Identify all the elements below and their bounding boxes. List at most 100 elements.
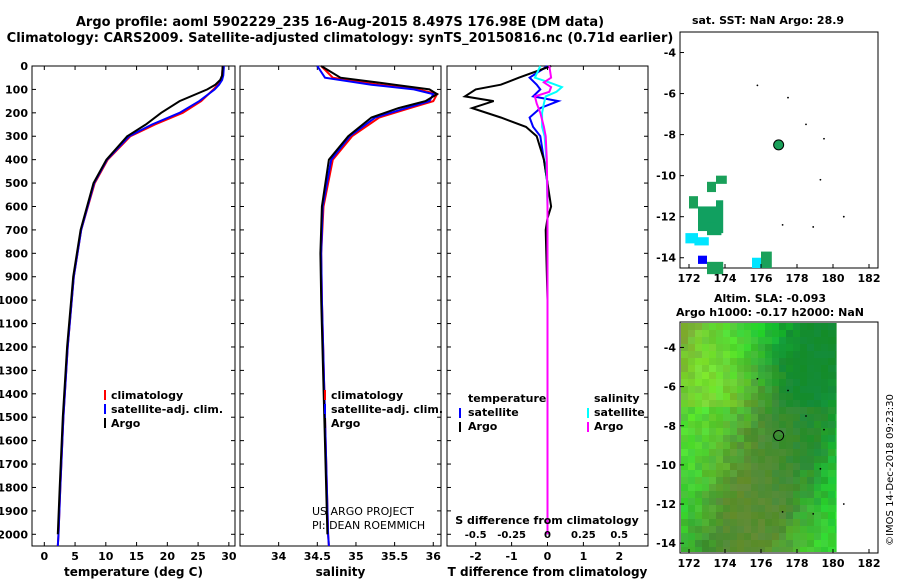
sla-cell bbox=[779, 470, 786, 477]
sla-cell bbox=[737, 414, 744, 421]
depth-tick-label: 400 bbox=[5, 154, 28, 167]
sla-cell bbox=[681, 456, 688, 463]
sla-cell bbox=[681, 365, 688, 372]
sla-cell bbox=[786, 470, 793, 477]
sla-cell bbox=[737, 484, 744, 491]
sla-cell bbox=[793, 484, 800, 491]
sla-cell bbox=[814, 400, 821, 407]
sla-cell bbox=[737, 358, 744, 365]
sla-cell bbox=[723, 463, 730, 470]
map-y-tick-label: -4 bbox=[664, 341, 677, 354]
sla-cell bbox=[688, 407, 695, 414]
sla-cell bbox=[793, 372, 800, 379]
sla-cell bbox=[751, 365, 758, 372]
sla-cell bbox=[821, 442, 828, 449]
sla-cell bbox=[702, 372, 709, 379]
sla-cell bbox=[807, 323, 814, 330]
sla-cell bbox=[765, 428, 772, 435]
sla-cell bbox=[800, 547, 807, 552]
sla-cell bbox=[702, 365, 709, 372]
sla-cell bbox=[779, 449, 786, 456]
legend-title-temperature: temperature bbox=[468, 392, 546, 405]
sla-cell bbox=[737, 386, 744, 393]
x-tick-label: 5 bbox=[71, 550, 79, 563]
sla-cell bbox=[800, 358, 807, 365]
depth-tick-label: 300 bbox=[5, 130, 28, 143]
sla-cell bbox=[814, 477, 821, 484]
argo-location-marker bbox=[773, 430, 785, 442]
sst-patch bbox=[752, 257, 763, 268]
sla-cell bbox=[744, 540, 751, 547]
sla-cell bbox=[695, 491, 702, 498]
sla-cell bbox=[716, 449, 723, 456]
sla-cell bbox=[779, 330, 786, 337]
sla-cell bbox=[772, 498, 779, 505]
sla-cell bbox=[758, 491, 765, 498]
sla-cell bbox=[779, 540, 786, 547]
sla-cell bbox=[681, 491, 688, 498]
sla-cell bbox=[828, 421, 835, 428]
sla-cell bbox=[821, 365, 828, 372]
sla-cell bbox=[765, 358, 772, 365]
sla-cell bbox=[716, 358, 723, 365]
depth-tick-label: 900 bbox=[5, 271, 28, 284]
sla-cell bbox=[828, 386, 835, 393]
sla-cell bbox=[737, 393, 744, 400]
sla-cell bbox=[786, 526, 793, 533]
sla-cell bbox=[716, 428, 723, 435]
sla-cell bbox=[702, 540, 709, 547]
sla-cell bbox=[793, 456, 800, 463]
sla-cell bbox=[681, 351, 688, 358]
sla-cell bbox=[800, 477, 807, 484]
sla-cell bbox=[807, 477, 814, 484]
depth-tick-label: 1300 bbox=[0, 364, 28, 377]
x-tick-label: 1 bbox=[580, 550, 588, 563]
sla-cell bbox=[723, 533, 730, 540]
sla-cell bbox=[800, 344, 807, 351]
x-tick-label: 0 bbox=[40, 550, 48, 563]
sla-cell bbox=[744, 379, 751, 386]
sla-cell bbox=[814, 505, 821, 512]
sla-cell bbox=[835, 407, 837, 414]
sla-cell bbox=[772, 393, 779, 400]
legend-label: Argo bbox=[331, 417, 361, 430]
sla-cell bbox=[681, 463, 688, 470]
figure-header: Argo profile: aoml 5902229_235 16-Aug-20… bbox=[7, 15, 674, 46]
sla-cell bbox=[723, 337, 730, 344]
sla-cell bbox=[814, 386, 821, 393]
sla-cell bbox=[681, 414, 688, 421]
sla-cell bbox=[786, 351, 793, 358]
depth-tick-label: 1900 bbox=[0, 505, 28, 518]
sla-cell bbox=[695, 365, 702, 372]
sla-cell bbox=[793, 491, 800, 498]
sla-cell bbox=[758, 400, 765, 407]
legend-label: satellite-adj. clim. bbox=[331, 403, 443, 416]
x-tick-label: 34.5 bbox=[304, 550, 331, 563]
sla-cell bbox=[744, 512, 751, 519]
sla-cell bbox=[828, 477, 835, 484]
sla-cell bbox=[709, 547, 716, 552]
sla-cell bbox=[730, 372, 737, 379]
sla-cell bbox=[779, 512, 786, 519]
sla-cell bbox=[758, 498, 765, 505]
salinity-panel: 34 34.5 35 35.5 36 salinity climatologysatelli… bbox=[239, 65, 443, 579]
sla-cell bbox=[800, 456, 807, 463]
sla-cell bbox=[723, 435, 730, 442]
sla-cell bbox=[751, 547, 758, 552]
sla-cell bbox=[828, 484, 835, 491]
sla-cell bbox=[702, 414, 709, 421]
sla-cell bbox=[709, 428, 716, 435]
sla-cell bbox=[744, 337, 751, 344]
series-line-argo bbox=[56, 65, 224, 535]
sla-cell bbox=[786, 330, 793, 337]
sla-cell bbox=[702, 470, 709, 477]
x-tick-label: 36 bbox=[426, 550, 442, 563]
sla-cell bbox=[800, 421, 807, 428]
sla-cell bbox=[835, 372, 837, 379]
sla-cell bbox=[772, 372, 779, 379]
sst-patch bbox=[698, 255, 707, 264]
sla-cell bbox=[821, 484, 828, 491]
sla-cell bbox=[716, 505, 723, 512]
sla-cell bbox=[765, 414, 772, 421]
sla-cell bbox=[821, 512, 828, 519]
